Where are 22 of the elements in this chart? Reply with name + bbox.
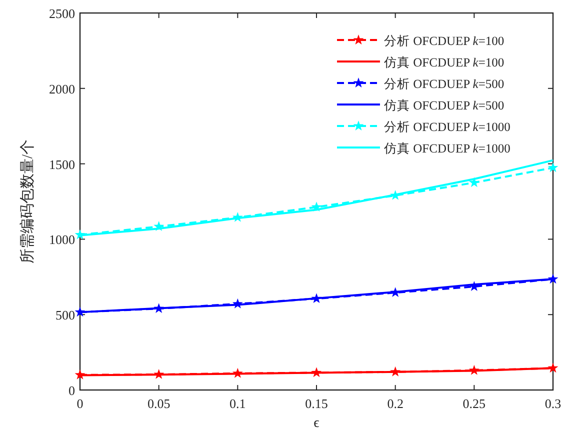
x-tick-label: 0.25 xyxy=(462,396,486,411)
y-tick-label: 0 xyxy=(68,383,75,398)
legend-label: 分析 OFCDUEP k=500 xyxy=(384,77,504,91)
legend-label: 仿真 OFCDUEP k=1000 xyxy=(383,142,510,156)
legend-label: 仿真 OFCDUEP k=100 xyxy=(383,56,504,70)
legend-label: 仿真 OFCDUEP k=500 xyxy=(383,98,504,112)
y-tick-label: 2500 xyxy=(49,6,75,21)
legend-label: 分析 OFCDUEP k=1000 xyxy=(384,120,510,134)
y-tick-label: 1500 xyxy=(49,156,75,172)
y-axis-title: 所需编码包数量/个 xyxy=(19,139,36,264)
x-tick-label: 0.1 xyxy=(230,396,246,411)
point xyxy=(468,177,480,188)
x-tick-label: 0.2 xyxy=(387,396,404,411)
x-axis-title: ϵ xyxy=(314,416,320,431)
x-tick-label: 0.3 xyxy=(544,396,562,411)
x-tick-label: 0.05 xyxy=(147,396,170,411)
legend-label: 分析 OFCDUEP k=100 xyxy=(384,34,504,48)
y-tick-label: 1000 xyxy=(49,232,75,248)
x-tick-label: 0.15 xyxy=(305,396,328,411)
y-tick-label: 2000 xyxy=(49,81,75,96)
y-tick-label: 500 xyxy=(56,308,75,323)
point xyxy=(548,162,558,172)
